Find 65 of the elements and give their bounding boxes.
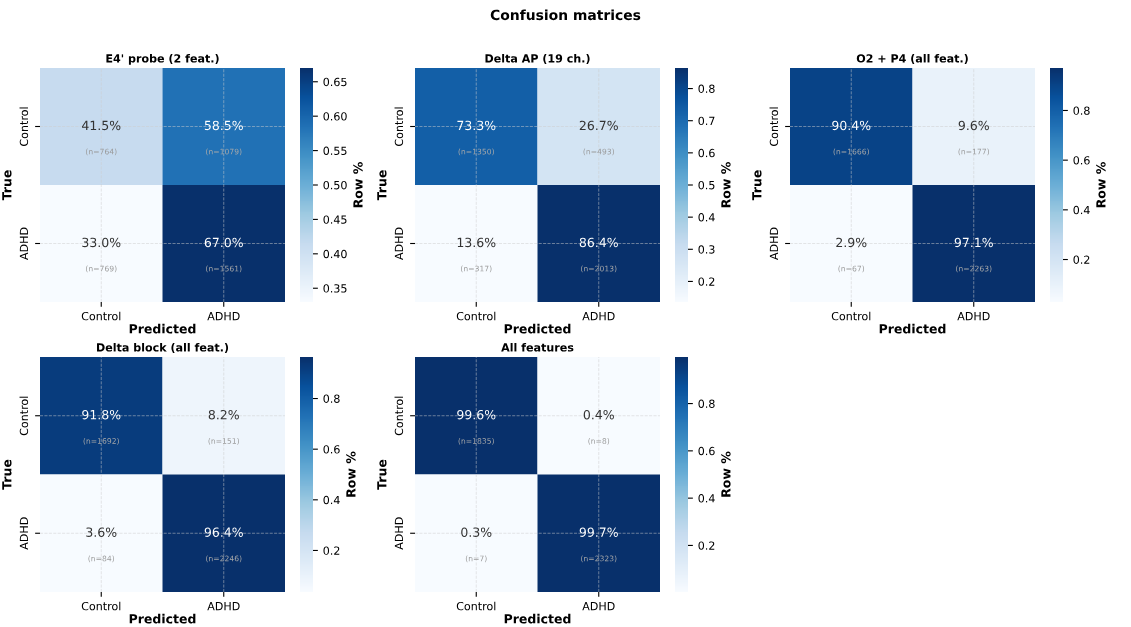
x-tick-label: ADHD — [582, 312, 615, 321]
color-bar-label: 0.7 — [698, 116, 715, 126]
color-bar-label: 0.6 — [1073, 156, 1090, 165]
color-bar-label: 0.60 — [323, 112, 347, 121]
y-tick-label: ADHD — [19, 517, 28, 550]
y-tick-label: Control — [19, 107, 29, 146]
color-bar-label: 0.2 — [1073, 255, 1090, 264]
y-tick-label: ADHD — [19, 227, 28, 260]
color-bar-label: 0.2 — [698, 541, 715, 550]
x-tick-label: Control — [81, 311, 121, 321]
color-bar-label: 0.8 — [1073, 106, 1090, 115]
color-bar-label: 0.8 — [698, 84, 715, 93]
color-bar-title: Row % — [721, 451, 731, 497]
x-tick-label: ADHD — [582, 602, 615, 611]
color-bar-label: 0.35 — [323, 284, 347, 293]
y-tick-label: Control — [394, 107, 404, 146]
y-tick-label: Control — [19, 396, 29, 436]
y-axis-title: True — [2, 459, 12, 490]
x-axis-title: Predicted — [129, 323, 196, 334]
y-axis-title: True — [2, 170, 12, 201]
color-bar-label: 0.45 — [323, 215, 347, 224]
color-bar-label: 0.5 — [698, 180, 715, 190]
color-bar-title: Row % — [346, 451, 356, 497]
chart-title: O2 + P4 (all feat.) — [856, 54, 968, 64]
chart-title: E4' probe (2 feat.) — [106, 54, 219, 65]
color-bar-label: 0.6 — [698, 148, 715, 158]
color-bar-label: 0.3 — [698, 245, 715, 254]
y-axis-title: True — [377, 170, 387, 201]
x-axis-title: Predicted — [504, 613, 571, 624]
color-bar-title: Row % — [1096, 162, 1106, 208]
color-bar-label: 0.6 — [323, 445, 340, 454]
text: Confusion matrices — [490, 9, 641, 21]
y-axis-title: True — [752, 170, 762, 201]
x-tick-label: ADHD — [957, 312, 990, 321]
chart-title: Delta block (all feat.) — [97, 343, 229, 353]
color-bar-title: Row % — [721, 162, 731, 208]
y-axis-title: True — [377, 459, 387, 490]
x-axis-title: Predicted — [504, 323, 571, 334]
color-bar-label: 0.55 — [323, 146, 347, 155]
color-bar-label: 0.50 — [323, 180, 347, 190]
x-tick-label: Control — [831, 311, 871, 321]
x-tick-label: Control — [81, 601, 121, 611]
x-tick-label: Control — [456, 311, 496, 321]
y-tick-label: ADHD — [394, 227, 403, 260]
x-axis-title: Predicted — [879, 323, 946, 334]
color-bar-label: 0.2 — [698, 277, 715, 286]
chart-title: Delta AP (19 ch.) — [485, 54, 590, 64]
color-bar-label: 0.4 — [323, 495, 340, 505]
x-tick-label: ADHD — [207, 602, 240, 611]
x-axis-title: Predicted — [129, 613, 196, 624]
color-bar-label: 0.4 — [1073, 205, 1090, 215]
color-bar-title: Row % — [353, 162, 363, 208]
color-bar-label: 0.40 — [323, 249, 347, 259]
x-tick-label: ADHD — [207, 312, 240, 321]
color-bar-label: 0.4 — [698, 213, 715, 222]
x-tick-label: Control — [456, 601, 496, 611]
y-tick-label: Control — [394, 396, 404, 436]
chart-title: All features — [501, 343, 574, 352]
y-tick-label: ADHD — [394, 517, 403, 550]
color-bar-label: 0.8 — [323, 394, 340, 403]
color-bar-label: 0.8 — [698, 399, 715, 408]
color-bar-label: 0.2 — [323, 546, 340, 555]
color-bar-label: 0.6 — [698, 446, 715, 456]
color-bar-label: 0.4 — [698, 494, 715, 503]
color-bar-label: 0.65 — [323, 77, 347, 87]
